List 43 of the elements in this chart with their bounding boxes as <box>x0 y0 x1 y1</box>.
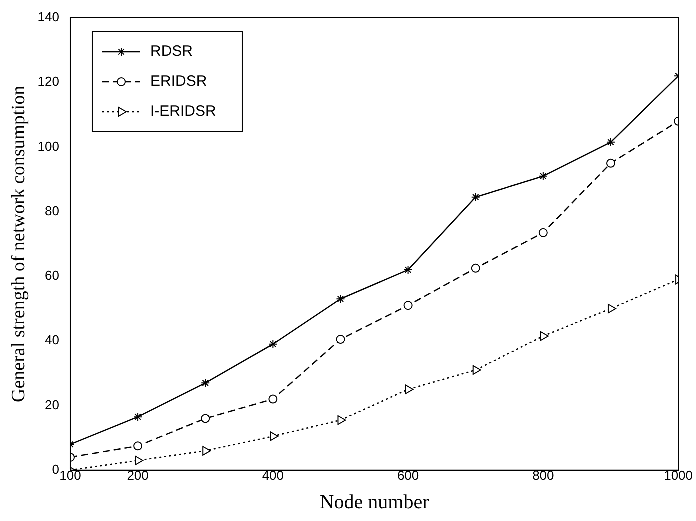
point <box>404 301 413 310</box>
point <box>472 365 482 376</box>
y-axis-title: General strength of network consumption <box>8 85 30 402</box>
y-tick-label: 20 <box>45 397 60 412</box>
x-tick-label: 600 <box>397 468 420 483</box>
y-tick-label: 40 <box>45 332 60 348</box>
point <box>538 228 548 238</box>
x-axis-title: Node number <box>320 491 430 514</box>
y-tick-label: 120 <box>38 74 60 90</box>
x-tick-label: 200 <box>127 468 149 483</box>
point <box>404 266 413 275</box>
x-tick-label: 400 <box>262 468 284 483</box>
y-tick-label: 140 <box>38 10 60 25</box>
point <box>201 414 210 424</box>
point <box>471 264 480 273</box>
point <box>336 294 346 304</box>
point <box>540 331 549 342</box>
y-tick-label: 60 <box>45 268 60 284</box>
point <box>270 432 279 442</box>
y-tick-label: 0 <box>52 462 60 477</box>
point <box>202 446 212 456</box>
point <box>606 158 616 168</box>
point <box>201 378 210 388</box>
point <box>606 138 616 147</box>
point <box>608 304 616 314</box>
point <box>471 192 480 202</box>
y-tick-label: 100 <box>38 138 60 154</box>
x-tick-label: 1000 <box>664 468 693 483</box>
y-tick-label: 80 <box>45 203 60 218</box>
point <box>268 394 278 404</box>
legend-label: ERIDSR <box>150 73 208 90</box>
point <box>134 412 143 422</box>
x-tick-label: 800 <box>532 468 554 483</box>
point <box>134 442 143 451</box>
point <box>338 415 346 426</box>
x-tick-label: 100 <box>60 468 82 483</box>
point <box>336 335 346 344</box>
point <box>405 384 414 394</box>
legend-label: RDSR <box>150 43 194 60</box>
legend-label: I-ERIDSR <box>150 103 216 120</box>
point <box>135 456 144 466</box>
point <box>268 340 278 349</box>
point <box>538 172 548 181</box>
